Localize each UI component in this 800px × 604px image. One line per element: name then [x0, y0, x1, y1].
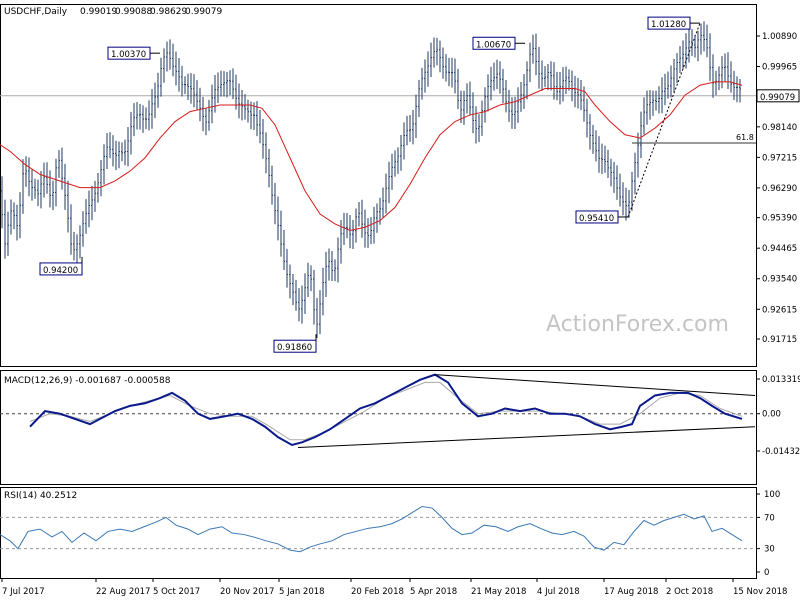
macd-signal-line — [29, 381, 743, 441]
price-y-tick-label: 0.97215 — [762, 153, 797, 163]
price-header-open: 0.99019 — [80, 7, 117, 17]
current-price-badge — [756, 89, 800, 103]
price-header-low: 0.98629 — [150, 7, 187, 17]
x-tick-label: 22 Aug 2017 — [96, 587, 150, 597]
price-panel-frame — [0, 4, 757, 367]
price-y-tick-label: 0.99965 — [762, 63, 797, 73]
fib-618-label: 61.8 — [736, 133, 754, 142]
macd-y-tick-label: -0.014323 — [762, 447, 800, 457]
x-tick-label: 5 Oct 2017 — [153, 587, 200, 597]
macd-panel-frame — [0, 370, 757, 485]
price-level-label: 0.94200 — [43, 266, 78, 276]
macd-y-tick-label: 0.00 — [762, 410, 781, 420]
x-tick-label: 5 Jan 2018 — [279, 587, 325, 597]
price-header-close: 0.99079 — [185, 7, 222, 17]
rsi-y-tick-label: 100 — [764, 490, 780, 500]
price-header-symbol: USDCHF,Daily — [4, 7, 68, 17]
rsi-panel-frame — [0, 487, 757, 579]
x-tick-label: 21 May 2018 — [471, 587, 526, 597]
x-tick-label: 4 Jul 2018 — [537, 587, 580, 597]
price-y-tick-label: 0.96290 — [762, 184, 797, 194]
x-tick-label: 5 Apr 2018 — [410, 587, 457, 597]
x-tick-label: 15 Nov 2018 — [733, 587, 787, 597]
price-level-label: 1.00370 — [111, 50, 146, 60]
price-level-badge — [273, 339, 317, 353]
macd-title: MACD(12,26,9) -0.001687 -0.000588 — [4, 376, 171, 386]
watermark: ActionForex.com — [546, 312, 729, 337]
x-tick-label: 20 Feb 2018 — [351, 587, 404, 597]
price-level-label: 0.95410 — [579, 214, 614, 224]
moving-average-line — [0, 81, 743, 232]
macd-y-tick-label: 0.013319 — [762, 375, 800, 385]
price-level-label: 0.91860 — [277, 343, 312, 353]
price-y-tick-label: 0.92615 — [762, 305, 797, 315]
price-y-tick-label: 0.93540 — [762, 275, 797, 285]
macd-line — [29, 373, 743, 447]
price-y-tick-label: 0.95390 — [762, 214, 797, 224]
x-tick-label: 7 Jul 2017 — [2, 587, 45, 597]
price-level-label: 1.00670 — [476, 40, 511, 50]
price-y-tick-label: 0.94465 — [762, 244, 797, 254]
macd-lower-trend-line — [297, 426, 756, 449]
x-tick-label: 17 Aug 2018 — [604, 587, 658, 597]
macd-upper-trend-line — [434, 374, 756, 396]
current-price-label: 0.99079 — [760, 93, 795, 103]
price-y-tick-label: 0.91715 — [762, 335, 797, 345]
x-tick-label: 2 Oct 2018 — [666, 587, 713, 597]
price-trend-line — [627, 22, 701, 218]
price-level-badge — [39, 262, 83, 276]
rsi-y-tick-label: 70 — [764, 513, 775, 523]
price-header-high: 0.99088 — [115, 7, 152, 17]
x-tick-label: 20 Nov 2017 — [220, 587, 274, 597]
price-level-label: 1.01280 — [651, 20, 686, 30]
macd-panel: MACD(12,26,9) -0.001687 -0.000588 0.01331… — [0, 373, 800, 457]
rsi-y-tick-label: 30 — [764, 545, 775, 555]
price-y-tick-label: 1.00890 — [762, 32, 797, 42]
rsi-panel: RSI(14) 40.2512 100 70 30 0 — [0, 490, 780, 578]
price-panel: ActionForex.com USDCHF,Daily 0.990190.9908… — [0, 7, 800, 353]
price-y-tick-label: 0.98140 — [762, 123, 797, 133]
x-axis: 7 Jul 2017 22 Aug 2017 5 Oct 2017 20 Nov 20… — [1, 578, 787, 597]
rsi-line — [0, 505, 743, 553]
rsi-y-tick-label: 0 — [764, 568, 769, 578]
rsi-title: RSI(14) 40.2512 — [4, 491, 77, 501]
